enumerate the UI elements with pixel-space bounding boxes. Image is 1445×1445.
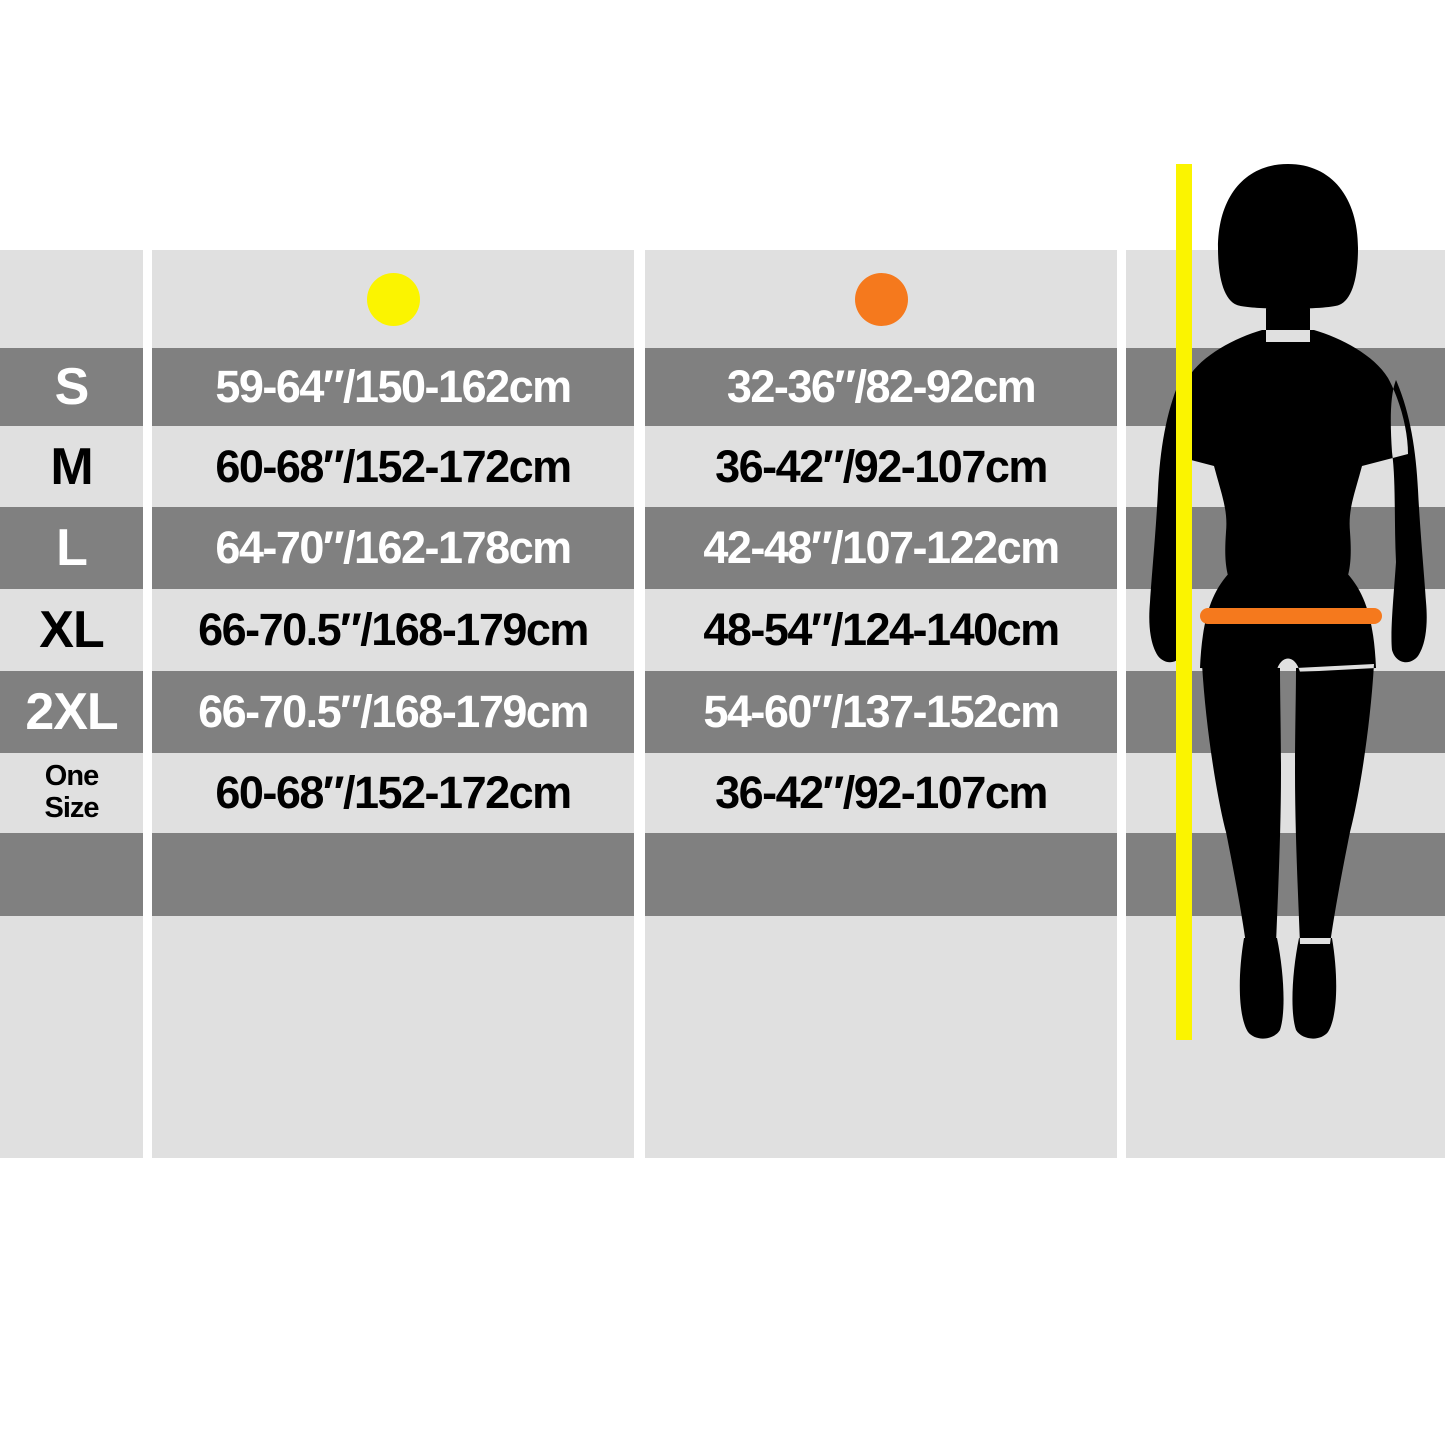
silhouette-shape (1149, 164, 1427, 1039)
hip-value: 48-54″/124-140cm (703, 604, 1060, 655)
spacer-cell (0, 833, 143, 916)
size-label: XL (39, 601, 104, 659)
size-cell: S (0, 348, 143, 426)
height-value: 66-70.5″/168-179cm (198, 686, 589, 737)
hip-header-cell (645, 250, 1117, 348)
height-cell: 59-64″/150-162cm (152, 348, 634, 426)
height-cell: 64-70″/162-178cm (152, 507, 634, 589)
spacer-cell (645, 916, 1117, 1158)
height-value: 60-68″/152-172cm (215, 440, 572, 492)
hip-cell: 36-42″/92-107cm (645, 753, 1117, 833)
size-column: S M L XL 2XL One Size (0, 250, 143, 1158)
hip-cell: 48-54″/124-140cm (645, 589, 1117, 671)
height-value: 66-70.5″/168-179cm (198, 604, 589, 655)
height-value: 64-70″/162-178cm (215, 522, 572, 573)
hip-value: 54-60″/137-152cm (703, 686, 1060, 737)
hip-cell: 54-60″/137-152cm (645, 671, 1117, 753)
hip-value: 36-42″/92-107cm (715, 767, 1048, 818)
height-value: 59-64″/150-162cm (215, 361, 572, 412)
size-cell: One Size (0, 753, 143, 833)
height-cell: 60-68″/152-172cm (152, 426, 634, 507)
size-label: M (50, 437, 93, 496)
yellow-dot-icon (366, 272, 420, 326)
height-measure-line (1176, 164, 1192, 1040)
hip-column: 32-36″/82-92cm 36-42″/92-107cm 42-48″/10… (645, 250, 1117, 1158)
size-cell: XL (0, 589, 143, 671)
hip-cell: 32-36″/82-92cm (645, 348, 1117, 426)
hip-cell: 36-42″/92-107cm (645, 426, 1117, 507)
orange-dot-icon (854, 272, 908, 326)
height-cell: 66-70.5″/168-179cm (152, 589, 634, 671)
person-silhouette (1149, 164, 1427, 1039)
spacer-cell (152, 916, 634, 1158)
hip-value: 42-48″/107-122cm (703, 522, 1060, 573)
height-cell: 60-68″/152-172cm (152, 753, 634, 833)
size-cell: 2XL (0, 671, 143, 753)
spacer-cell (152, 833, 634, 916)
size-header-cell (0, 250, 143, 348)
spacer-cell (645, 833, 1117, 916)
height-column: 59-64″/150-162cm 60-68″/152-172cm 64-70″… (152, 250, 634, 1158)
height-cell: 66-70.5″/168-179cm (152, 671, 634, 753)
size-cell: L (0, 507, 143, 589)
height-header-cell (152, 250, 634, 348)
hip-value: 36-42″/92-107cm (715, 440, 1048, 492)
size-label: L (56, 519, 88, 577)
hip-value: 32-36″/82-92cm (726, 361, 1037, 412)
spacer-cell (0, 916, 143, 1158)
size-label: S (54, 358, 90, 416)
height-value: 60-68″/152-172cm (215, 767, 572, 818)
hip-cell: 42-48″/107-122cm (645, 507, 1117, 589)
size-cell: M (0, 426, 143, 507)
hip-measure-line (1200, 608, 1382, 624)
size-label: 2XL (25, 683, 118, 741)
size-label: One Size (44, 760, 99, 824)
